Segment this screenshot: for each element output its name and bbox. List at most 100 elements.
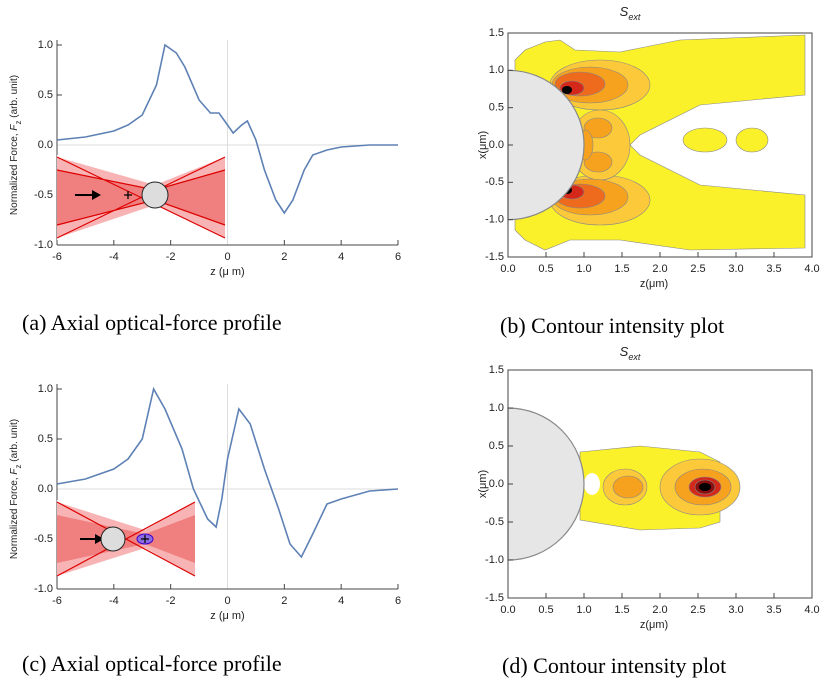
x-tick-label: 0.5 xyxy=(538,263,553,275)
y-label-part: Normalized Force, xyxy=(9,131,20,215)
x-tick-label: -2 xyxy=(166,595,176,607)
y-tick-label: 1.0 xyxy=(38,39,53,51)
x-tick-label: 2 xyxy=(281,251,287,263)
contour-level xyxy=(735,127,769,153)
y-tick-label: -0.5 xyxy=(485,516,504,528)
x-tick-label: 1.5 xyxy=(614,263,629,275)
x-axis-label: z(μm) xyxy=(640,619,668,631)
contour-level xyxy=(612,475,644,499)
beam-edges xyxy=(56,501,196,577)
x-tick-label: 0 xyxy=(224,595,230,607)
y-tick-label: 1.0 xyxy=(489,64,504,76)
chart-title: Sext xyxy=(620,4,641,22)
plot-frame xyxy=(507,32,813,258)
contour-level xyxy=(583,117,613,139)
x-tick-label: 4.0 xyxy=(804,263,819,275)
particle xyxy=(141,181,169,209)
y-tick-label: 0.0 xyxy=(38,139,53,151)
y-tick-label: -0.5 xyxy=(34,533,53,545)
arrow-head xyxy=(92,190,101,200)
x-tick-label: 1.0 xyxy=(576,604,591,616)
contour-level xyxy=(583,151,613,173)
x-tick-label: -4 xyxy=(109,595,119,607)
y-axis-label: x(μm) xyxy=(477,131,489,159)
x-tick-label: 3.0 xyxy=(728,604,743,616)
contour-level xyxy=(562,86,572,94)
title-sub: ext xyxy=(628,12,641,22)
x-tick-label: 3.5 xyxy=(766,263,781,275)
x-tick-label: 0.0 xyxy=(500,263,515,275)
y-label-part: z xyxy=(14,121,23,125)
x-tick-label: -4 xyxy=(109,251,119,263)
y-label-part: Normalized Force, xyxy=(9,475,20,559)
sphere xyxy=(507,407,585,561)
x-tick-label: 1.0 xyxy=(576,263,591,275)
x-tick-label: 4 xyxy=(338,595,344,607)
x-tick-label: 2.5 xyxy=(690,263,705,275)
x-tick-label: 2 xyxy=(281,595,287,607)
y-tick-label: 1.0 xyxy=(38,383,53,395)
y-tick-label: 0.0 xyxy=(38,483,53,495)
x-tick-label: 0 xyxy=(224,251,230,263)
y-tick-label: -1.5 xyxy=(485,592,504,604)
focus-mark xyxy=(141,535,149,543)
title-main: S xyxy=(620,4,629,19)
y-axis-label: x(μm) xyxy=(477,470,489,498)
x-tick-label: 2.0 xyxy=(652,263,667,275)
y-label-part: (arb. unit) xyxy=(9,75,20,121)
caption: (a) Axial optical-force profile xyxy=(22,310,282,335)
force-curve xyxy=(56,386,399,559)
x-axis-label: z (μ m) xyxy=(210,266,244,278)
sphere xyxy=(507,69,585,221)
y-label-part: F xyxy=(9,124,20,131)
x-tick-label: 3.0 xyxy=(728,263,743,275)
y-tick-label: -1.0 xyxy=(485,554,504,566)
x-tick-label: -2 xyxy=(166,251,176,263)
y-tick-label: 1.0 xyxy=(489,402,504,414)
x-tick-label: 2.5 xyxy=(690,604,705,616)
y-tick-label: -0.5 xyxy=(485,176,504,188)
title-sub: ext xyxy=(628,352,641,362)
y-label-part: (arb. unit) xyxy=(9,419,20,465)
y-tick-label: -1.0 xyxy=(34,583,53,595)
contour-fill xyxy=(507,34,806,251)
chart-title: Sext xyxy=(620,344,641,362)
x-axis-label: z (μ m) xyxy=(210,610,244,622)
x-tick-label: 0.5 xyxy=(538,604,553,616)
y-tick-label: -1.5 xyxy=(485,251,504,263)
x-tick-label: 4 xyxy=(338,251,344,263)
contour-fill xyxy=(507,407,741,561)
arrow-head xyxy=(95,534,104,544)
y-tick-label: 1.5 xyxy=(489,364,504,376)
x-tick-label: -6 xyxy=(52,595,62,607)
title-main: S xyxy=(620,344,629,359)
contour-level xyxy=(699,483,711,491)
y-tick-label: 0.0 xyxy=(489,139,504,151)
y-label-part: z xyxy=(14,465,23,469)
caption: (b) Contour intensity plot xyxy=(500,313,724,338)
caption: (d) Contour intensity plot xyxy=(502,653,726,678)
beam-inset xyxy=(56,500,196,577)
x-tick-label: 2.0 xyxy=(652,604,667,616)
particle xyxy=(100,526,126,552)
y-tick-label: 1.5 xyxy=(489,27,504,39)
x-axis-label: z(μm) xyxy=(640,278,668,290)
plot-frame xyxy=(507,369,813,599)
x-tick-label: -6 xyxy=(52,251,62,263)
contour-gap xyxy=(584,473,600,495)
force-curve xyxy=(56,43,398,215)
x-tick-label: 3.5 xyxy=(766,604,781,616)
contour-level xyxy=(682,127,728,153)
y-tick-label: -1.0 xyxy=(485,214,504,226)
x-tick-label: 6 xyxy=(395,251,401,263)
beam-edges xyxy=(56,156,226,239)
x-tick-label: 6 xyxy=(395,595,401,607)
x-tick-label: 0.0 xyxy=(500,604,515,616)
y-tick-label: -0.5 xyxy=(34,189,53,201)
beam-inset xyxy=(56,155,226,240)
x-tick-label: 4.0 xyxy=(804,604,819,616)
y-axis-label: Normalized Force, Fz (arb. unit) xyxy=(9,419,23,559)
focus-mark xyxy=(124,191,132,199)
